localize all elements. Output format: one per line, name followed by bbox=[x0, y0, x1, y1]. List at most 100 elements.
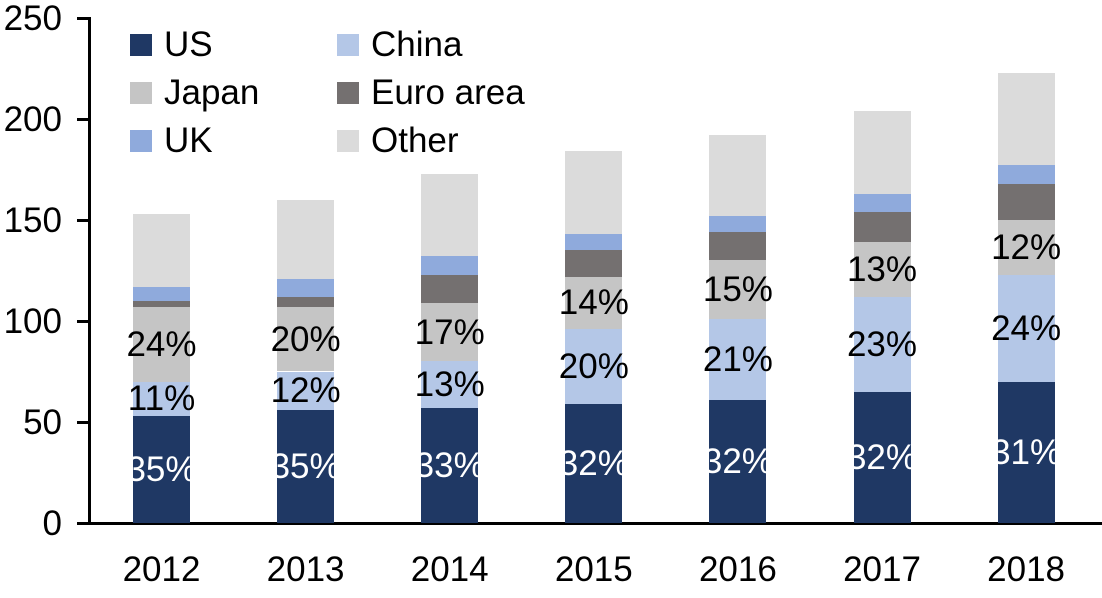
y-tick-mark bbox=[77, 421, 88, 424]
y-tick-mark bbox=[77, 118, 88, 121]
bar-segment bbox=[421, 173, 479, 257]
bar-label: 24% bbox=[991, 308, 1062, 348]
bar-segment bbox=[565, 250, 623, 277]
legend-swatch bbox=[130, 33, 152, 56]
y-tick-label: 0 bbox=[42, 504, 62, 543]
bar-label: 15% bbox=[702, 270, 773, 310]
bar-segment bbox=[421, 407, 479, 523]
bar-segment bbox=[133, 300, 190, 307]
bar-segment bbox=[853, 242, 911, 297]
bar-segment bbox=[565, 234, 623, 251]
bar-segment bbox=[709, 260, 767, 319]
y-tick-label: 100 bbox=[3, 302, 62, 341]
bar-segment bbox=[853, 296, 911, 392]
legend-item-japan: Japan bbox=[130, 75, 259, 110]
bar-label: 32% bbox=[702, 441, 773, 481]
bar-label: 13% bbox=[846, 249, 918, 289]
bar-segment bbox=[997, 165, 1055, 184]
y-tick-mark bbox=[77, 17, 88, 20]
y-axis-line bbox=[88, 17, 91, 525]
bar-segment bbox=[997, 72, 1055, 166]
bar-segment bbox=[421, 302, 479, 362]
legend-label: China bbox=[371, 25, 463, 64]
x-tick-label: 2017 bbox=[843, 550, 921, 589]
bar-segment bbox=[277, 371, 335, 410]
legend-item-china: China bbox=[337, 27, 462, 62]
bar-label: 32% bbox=[846, 437, 918, 477]
legend-item-euro-area: Euro area bbox=[337, 75, 525, 110]
bar-segment bbox=[565, 151, 623, 235]
bar-label: 17% bbox=[414, 312, 485, 352]
bar-label: 20% bbox=[270, 319, 341, 359]
bar-segment bbox=[421, 274, 479, 303]
x-tick-label: 2018 bbox=[987, 550, 1066, 589]
bar-label: 11% bbox=[127, 379, 196, 419]
bar-segment bbox=[853, 211, 911, 243]
legend-swatch bbox=[130, 81, 152, 104]
bar-segment bbox=[853, 193, 911, 212]
bar-segment bbox=[277, 199, 335, 279]
bar-label: 23% bbox=[846, 324, 918, 364]
bar-segment bbox=[277, 278, 335, 297]
bar-segment bbox=[277, 409, 335, 523]
legend-item-uk: UK bbox=[130, 123, 213, 158]
bar-segment bbox=[853, 110, 911, 194]
x-tick-label: 2014 bbox=[410, 550, 489, 589]
y-tick-mark bbox=[77, 522, 88, 525]
legend-item-other: Other bbox=[337, 123, 459, 158]
bar-label: 21% bbox=[702, 339, 773, 379]
legend-swatch bbox=[337, 33, 359, 56]
bar-segment bbox=[277, 306, 335, 372]
bar-segment bbox=[709, 215, 767, 233]
bar-label: 12% bbox=[270, 371, 341, 411]
bar-label: 24% bbox=[126, 324, 197, 364]
bar-segment bbox=[709, 232, 767, 261]
legend-swatch bbox=[337, 129, 359, 152]
bar-label: 12% bbox=[991, 227, 1062, 267]
bar-segment bbox=[709, 318, 767, 400]
bar-label: 20% bbox=[558, 346, 629, 386]
bar-label: 14% bbox=[558, 283, 629, 323]
bar-segment bbox=[133, 381, 190, 416]
bar-segment bbox=[997, 274, 1055, 382]
bar-segment bbox=[133, 306, 190, 382]
bar-segment bbox=[565, 329, 623, 404]
legend-label: Japan bbox=[164, 73, 260, 112]
legend-swatch bbox=[337, 81, 359, 104]
bar-segment bbox=[709, 399, 767, 523]
bar-label: 33% bbox=[414, 445, 485, 485]
legend-label: Other bbox=[371, 121, 459, 160]
legend-swatch bbox=[130, 129, 152, 152]
y-tick-label: 150 bbox=[3, 201, 62, 240]
bar-segment bbox=[133, 415, 190, 523]
bar-label: 35% bbox=[126, 449, 197, 489]
bar-segment bbox=[997, 381, 1055, 523]
x-tick-label: 2016 bbox=[698, 550, 777, 589]
bar-label: 32% bbox=[558, 443, 629, 483]
bar-segment bbox=[853, 391, 911, 523]
bar-segment bbox=[421, 361, 479, 408]
y-tick-mark bbox=[77, 219, 88, 222]
bar-segment bbox=[565, 276, 623, 330]
y-tick-label: 200 bbox=[3, 100, 62, 139]
bar-segment bbox=[997, 183, 1055, 220]
bar-segment bbox=[277, 296, 335, 307]
bar-label: 35% bbox=[270, 446, 341, 486]
x-tick-label: 2013 bbox=[266, 550, 345, 589]
bar-segment bbox=[133, 286, 190, 301]
legend-label: Euro area bbox=[371, 73, 525, 112]
y-tick-label: 50 bbox=[23, 403, 62, 442]
legend-item-us: US bbox=[130, 27, 213, 62]
y-tick-label: 250 bbox=[3, 0, 62, 38]
bar-segment bbox=[997, 220, 1055, 275]
legend-label: US bbox=[164, 25, 213, 64]
bar-segment bbox=[133, 213, 190, 287]
x-tick-label: 2012 bbox=[122, 550, 201, 589]
bar-label: 31% bbox=[991, 432, 1062, 472]
bar-segment bbox=[565, 403, 623, 523]
x-tick-label: 2015 bbox=[554, 550, 633, 589]
legend-label: UK bbox=[164, 121, 213, 160]
bar-label: 13% bbox=[414, 365, 485, 405]
bar-segment bbox=[421, 256, 479, 275]
